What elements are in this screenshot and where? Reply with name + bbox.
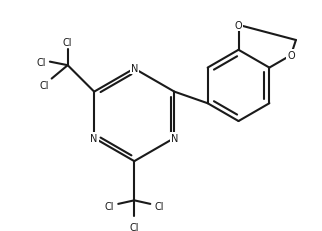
Text: O: O xyxy=(235,21,242,31)
Text: N: N xyxy=(171,133,178,143)
Text: N: N xyxy=(90,133,98,143)
Text: Cl: Cl xyxy=(105,201,114,211)
Text: Cl: Cl xyxy=(155,201,164,211)
Text: Cl: Cl xyxy=(40,80,49,90)
Text: O: O xyxy=(287,51,295,61)
Text: Cl: Cl xyxy=(63,38,72,48)
Text: N: N xyxy=(131,64,138,74)
Text: Cl: Cl xyxy=(129,222,139,231)
Text: Cl: Cl xyxy=(36,57,46,67)
